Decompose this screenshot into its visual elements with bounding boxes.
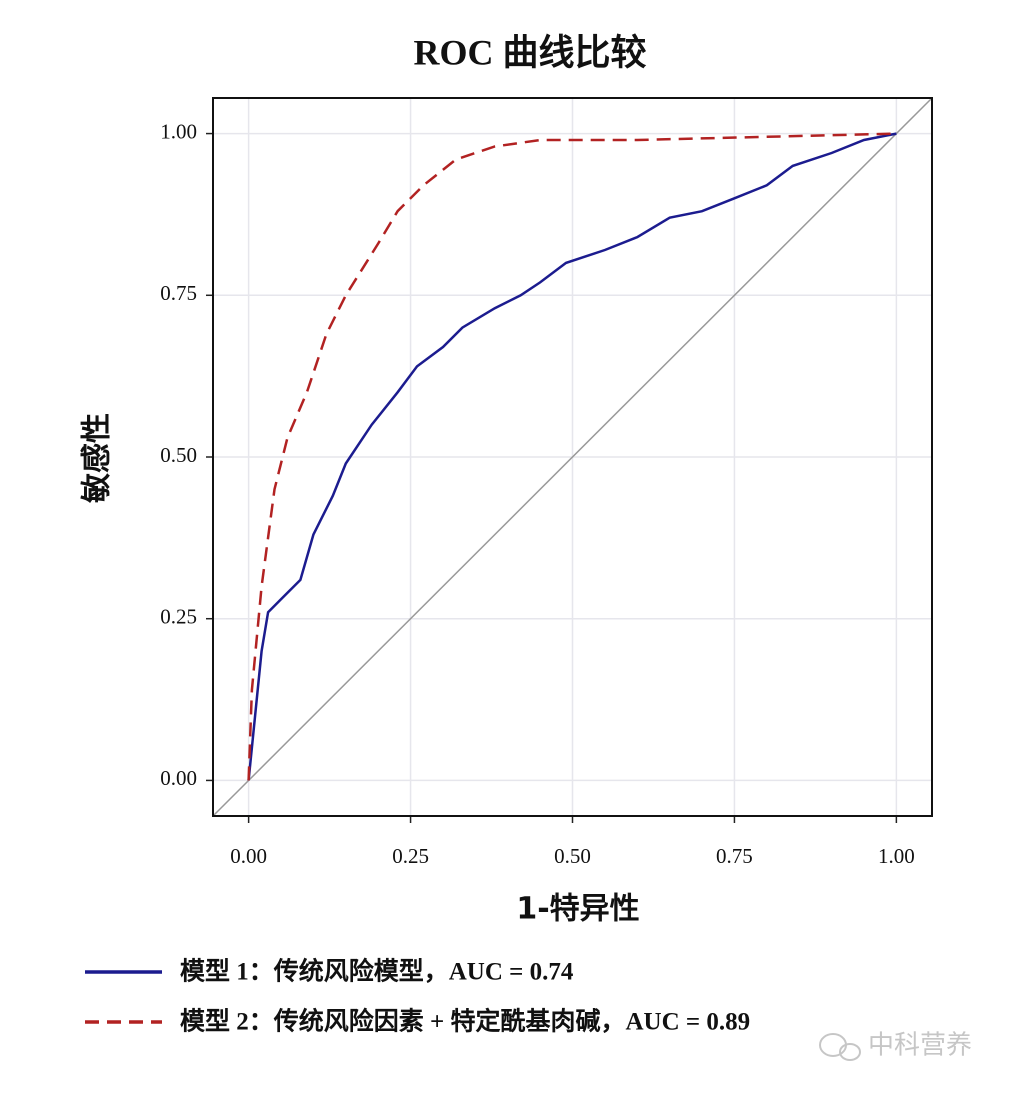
y-tick-label: 1.00 bbox=[160, 119, 197, 143]
y-tick-label: 0.25 bbox=[160, 605, 197, 629]
y-tick-label: 0.75 bbox=[160, 281, 197, 305]
series-line bbox=[247, 132, 897, 781]
y-tick-label: 0.00 bbox=[160, 766, 197, 790]
y-tick-label: 0.50 bbox=[160, 443, 197, 467]
legend-label: 模型 1：传统风险模型，AUC = 0.74 bbox=[180, 957, 574, 986]
series-line bbox=[247, 132, 897, 781]
x-axis-label: 1-特异性 bbox=[516, 892, 639, 927]
watermark-text: 中科营养 bbox=[868, 1031, 972, 1061]
watermark: 中科营养 bbox=[819, 1031, 972, 1061]
x-tick-label: 0.75 bbox=[716, 844, 753, 868]
legend-label: 模型 2：传统风险因素 + 特定酰基肉碱，AUC = 0.89 bbox=[180, 1007, 750, 1036]
x-tick-label: 0.00 bbox=[230, 844, 267, 868]
plot-frame bbox=[212, 97, 933, 817]
reference-line bbox=[212, 97, 933, 817]
x-tick-label: 0.50 bbox=[554, 844, 591, 868]
chart-title: ROC 曲线比较 bbox=[414, 32, 647, 72]
x-tick-label: 0.25 bbox=[392, 844, 429, 868]
x-tick-label: 1.00 bbox=[878, 844, 915, 868]
y-axis-label: 敏感性 bbox=[80, 413, 115, 503]
